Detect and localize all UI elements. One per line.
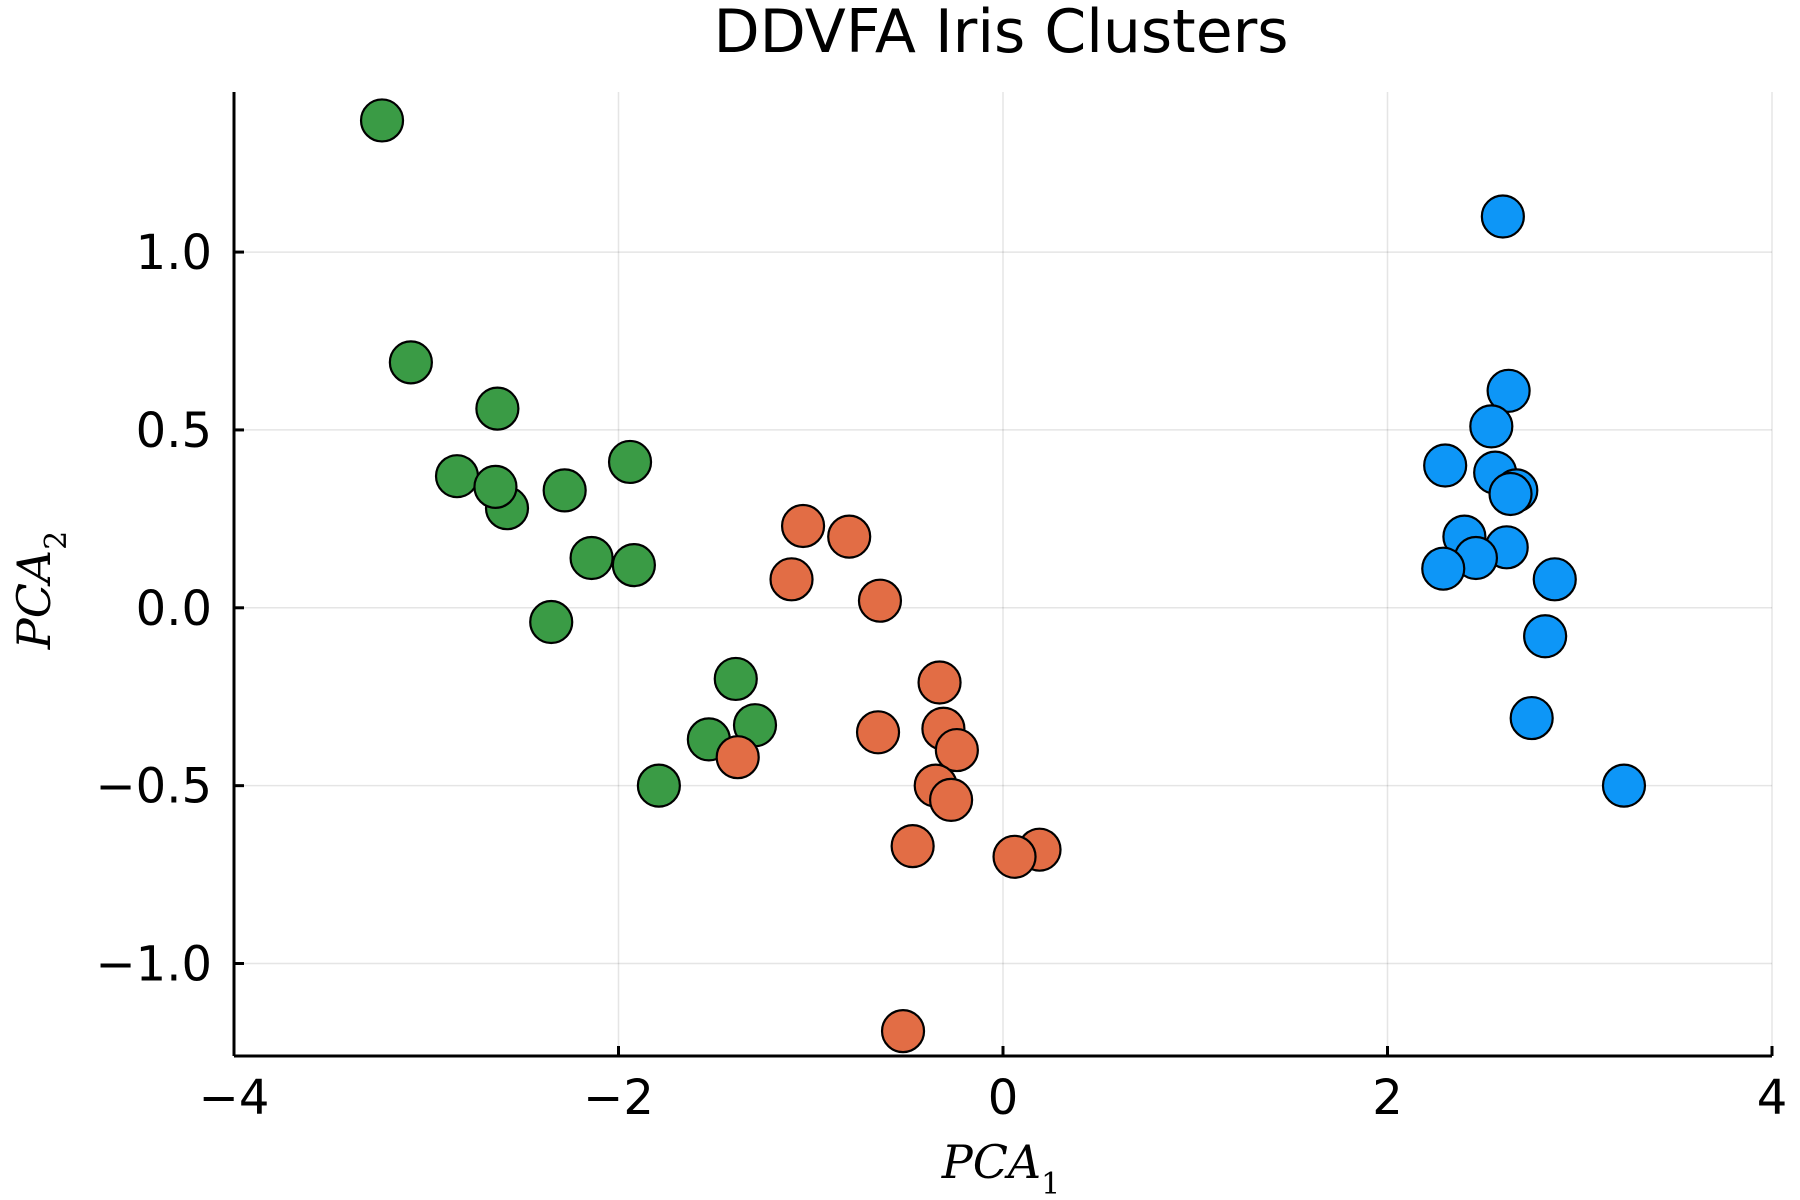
x-axis-label-base: PCA: [941, 1135, 1041, 1189]
data-point-cluster-2: [780, 503, 826, 549]
data-point-cluster-1: [529, 599, 574, 645]
data-point-cluster-2: [992, 834, 1037, 879]
y-axis-label-base: PCA: [7, 550, 61, 650]
tick-labels: −4 −2 0 2 4 −1.0 −0.5 0.0 0.5 1.0: [95, 225, 1787, 1126]
data-point-cluster-1: [473, 464, 518, 509]
x-tick-label: 4: [1757, 1070, 1788, 1126]
data-point-cluster-2: [827, 514, 872, 559]
data-point-cluster-1: [607, 439, 653, 485]
data-point-cluster-3: [1532, 557, 1577, 602]
data-point-cluster-3: [1601, 763, 1647, 808]
data-point-cluster-1: [434, 454, 480, 499]
data-point-cluster-1: [388, 340, 433, 385]
data-point-cluster-2: [917, 660, 962, 705]
data-point-cluster-3: [1488, 471, 1533, 517]
data-point-cluster-3: [1421, 546, 1466, 591]
data-point-cluster-2: [928, 777, 974, 822]
data-point-cluster-1: [359, 98, 405, 143]
data-point-cluster-1: [475, 386, 520, 431]
x-tick-label: −2: [583, 1070, 654, 1126]
data-point-cluster-1: [569, 535, 614, 581]
data-point-cluster-3: [1523, 614, 1568, 659]
x-tick-label: 2: [1372, 1070, 1403, 1126]
data-point-cluster-2: [880, 1008, 926, 1054]
data-point-cluster-2: [715, 735, 760, 780]
y-tick-label: 0.0: [136, 581, 212, 637]
data-point-cluster-1: [542, 468, 587, 513]
data-point-cluster-2: [857, 578, 903, 623]
data-point-cluster-2: [890, 824, 935, 869]
data-point-cluster-3: [1509, 695, 1554, 741]
data-point-cluster-3: [1423, 443, 1468, 488]
x-tick-label: 0: [988, 1070, 1019, 1126]
y-tick-label: 1.0: [136, 225, 212, 281]
x-axis-label-subscript: 1: [1041, 1167, 1060, 1200]
data-point-cluster-3: [1486, 368, 1531, 413]
data-point-cluster-2: [855, 710, 901, 755]
data-point-cluster-1: [636, 763, 681, 808]
data-point-cluster-1: [611, 543, 656, 588]
chart-title: DDVFA Iris Clusters: [713, 0, 1288, 67]
x-axis-label: PCA1: [941, 1135, 1060, 1200]
data-point-cluster-3: [1469, 404, 1514, 449]
data-points: [359, 98, 1647, 1054]
data-point-cluster-2: [934, 727, 979, 773]
data-point-cluster-3: [1480, 194, 1525, 239]
data-point-cluster-2: [769, 557, 814, 602]
x-tick-label: −4: [199, 1070, 270, 1126]
y-tick-label: −0.5: [95, 759, 212, 815]
y-tick-label: −1.0: [95, 937, 212, 993]
y-axis-label: PCA2: [7, 531, 74, 650]
y-axis-label-subscript: 2: [39, 531, 74, 550]
data-point-cluster-1: [713, 656, 758, 702]
y-tick-label: 0.5: [136, 403, 212, 459]
axes: [232, 92, 1774, 1058]
grid: [233, 92, 1773, 1056]
